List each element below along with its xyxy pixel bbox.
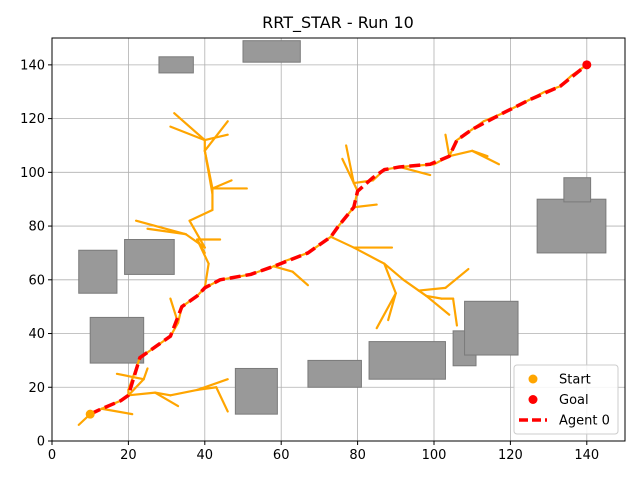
tree-edge bbox=[203, 149, 214, 195]
x-tick-label: 20 bbox=[120, 448, 137, 463]
y-tick-label: 20 bbox=[28, 381, 45, 396]
y-tick-label: 40 bbox=[28, 327, 45, 342]
tree-edge bbox=[425, 294, 451, 316]
agent-0-path bbox=[89, 63, 588, 416]
tree-edge bbox=[215, 386, 229, 413]
tree-edge bbox=[154, 391, 180, 408]
tree-edge bbox=[203, 262, 210, 289]
y-tick-label: 120 bbox=[20, 112, 45, 127]
obstacle bbox=[563, 177, 592, 203]
tree-edge bbox=[184, 233, 206, 249]
tree-edge bbox=[425, 294, 443, 300]
obstacle bbox=[78, 249, 118, 294]
obstacle bbox=[89, 316, 145, 364]
tree-edge bbox=[169, 125, 206, 142]
legend-box bbox=[513, 364, 619, 435]
tree-edge bbox=[173, 112, 206, 142]
tree-edge bbox=[444, 267, 470, 289]
tree-edge bbox=[142, 367, 149, 381]
legend-marker-goal bbox=[528, 395, 538, 404]
start-marker bbox=[85, 409, 95, 419]
tree-edge bbox=[127, 378, 145, 397]
x-tick-label: 40 bbox=[197, 448, 214, 463]
tree-edge bbox=[154, 391, 172, 397]
tree-edge bbox=[417, 286, 447, 292]
tree-edge bbox=[345, 144, 355, 185]
tree-edge bbox=[188, 208, 214, 222]
x-tick-label: 100 bbox=[422, 448, 447, 463]
tree-edge bbox=[115, 372, 145, 381]
tree-edge bbox=[383, 262, 397, 295]
tree-edge bbox=[444, 133, 451, 158]
y-tick-label: 0 bbox=[37, 435, 45, 450]
tree-edge bbox=[383, 262, 405, 281]
tree-edge bbox=[452, 297, 459, 327]
legend-label: Start bbox=[559, 373, 591, 388]
x-tick-label: 60 bbox=[273, 448, 290, 463]
tree-edge bbox=[127, 391, 157, 397]
tree-edge bbox=[375, 292, 397, 330]
tree-edge bbox=[471, 149, 489, 158]
tree-edge bbox=[146, 227, 187, 236]
x-tick-label: 120 bbox=[498, 448, 523, 463]
legend: Start Goal Agent 0 bbox=[513, 364, 619, 435]
tree-edge bbox=[398, 165, 432, 177]
y-tick-label: 100 bbox=[20, 166, 45, 181]
legend-label: Goal bbox=[559, 393, 589, 408]
tree-edge bbox=[203, 120, 229, 152]
tree-edge bbox=[196, 386, 218, 392]
y-tick-label: 140 bbox=[20, 58, 45, 73]
tree-edge bbox=[387, 292, 397, 322]
tree-edge bbox=[100, 407, 134, 416]
obstacle bbox=[124, 239, 175, 275]
obstacle bbox=[368, 341, 446, 380]
axes-frame bbox=[51, 37, 626, 442]
tree-edge bbox=[329, 235, 355, 249]
goal-marker bbox=[582, 60, 592, 70]
x-tick-label: 80 bbox=[349, 448, 366, 463]
tree-edge bbox=[272, 265, 294, 273]
tree-edge bbox=[402, 278, 420, 292]
tree-edge bbox=[352, 203, 378, 209]
y-tick-label: 80 bbox=[28, 220, 45, 235]
y-tick-label: 60 bbox=[28, 273, 45, 288]
chart-title: RRT_STAR - Run 10 bbox=[262, 13, 414, 33]
obstacle bbox=[536, 198, 607, 254]
obstacle bbox=[234, 367, 278, 415]
legend-label: Agent 0 bbox=[559, 414, 610, 429]
tree-edge bbox=[448, 149, 474, 158]
tree-edge bbox=[352, 246, 386, 265]
legend-marker-start bbox=[528, 374, 538, 384]
tree-edge bbox=[211, 179, 233, 190]
x-tick-label: 140 bbox=[574, 448, 599, 463]
obstacle bbox=[158, 56, 194, 74]
tree-edge bbox=[291, 270, 310, 287]
x-tick-label: 0 bbox=[48, 448, 56, 463]
tree-edge bbox=[188, 219, 206, 249]
tree-edge bbox=[169, 388, 199, 397]
plot-area: 0 20 40 60 80 100 120 140 0 20 40 60 80 100 120 140 bbox=[20, 37, 626, 463]
obstacle bbox=[464, 300, 519, 356]
obstacle bbox=[242, 40, 301, 63]
obstacle bbox=[307, 359, 362, 388]
tree-edge bbox=[203, 133, 229, 142]
